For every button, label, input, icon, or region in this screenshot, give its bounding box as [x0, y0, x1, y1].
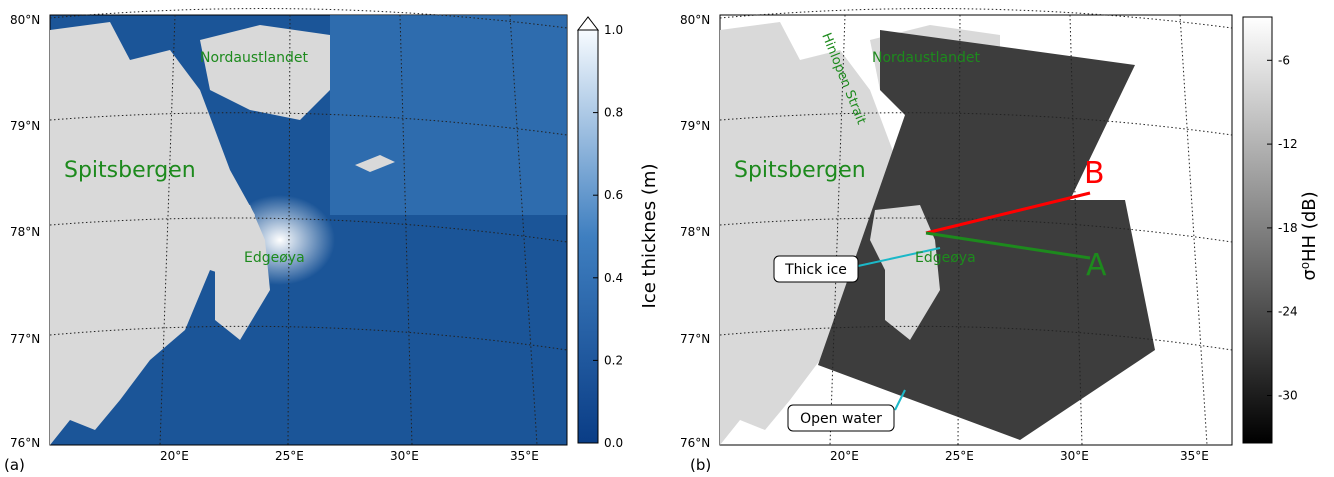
lat-label: 77°N	[10, 332, 40, 346]
land	[200, 205, 270, 340]
colorbar-tick-label: 0.0	[604, 436, 623, 450]
land	[355, 155, 395, 172]
annotation: Open water	[800, 411, 882, 427]
colorbar-tick-label: -18	[1278, 221, 1298, 235]
callout-box	[787, 404, 895, 432]
lon-label: 35°E	[1180, 449, 1209, 463]
colorbar-tick-label: -6	[1278, 53, 1290, 67]
annotation: A	[1086, 248, 1107, 283]
panel-a: 80°N 79°N 78°N 77°N 76°N 20°E 25°E 30°E …	[4, 8, 660, 474]
callout-box	[773, 255, 859, 283]
lat-label: 79°N	[10, 119, 40, 133]
colorbar-tick-label: 1.0	[604, 23, 623, 37]
lon-label: 25°E	[945, 449, 974, 463]
arrow	[894, 389, 906, 411]
lat-label: 76°N	[10, 436, 40, 450]
panel-label: (b)	[690, 456, 711, 473]
lon-label: 25°E	[275, 449, 304, 463]
land	[200, 25, 330, 120]
lat-label: 79°N	[680, 119, 710, 133]
colorbar-tick-label: 0.4	[604, 271, 623, 285]
transect-b	[925, 191, 1091, 235]
transect-a	[925, 231, 1091, 260]
sar-image	[818, 30, 1155, 440]
place-label: Spitsbergen	[734, 158, 866, 183]
place-label: Edgeøya	[915, 250, 976, 266]
land	[870, 205, 940, 340]
lat-label: 80°N	[680, 13, 710, 27]
colorbar-tick-label: -12	[1278, 137, 1298, 151]
colorbar-tick-label: -24	[1278, 305, 1298, 319]
colorbar-tick-label: 0.2	[604, 353, 623, 367]
lat-label: 78°N	[10, 225, 40, 239]
place-label: Edgeøya	[244, 250, 305, 266]
land	[720, 22, 925, 445]
place-label: Nordaustlandet	[872, 50, 981, 66]
colorbar-title: Ice thicknes (m)	[639, 164, 660, 309]
lon-label: 30°E	[1060, 449, 1089, 463]
place-label: Nordaustlandet	[200, 50, 309, 66]
land	[50, 22, 255, 445]
lat-label: 78°N	[680, 225, 710, 239]
lat-label: 76°N	[680, 436, 710, 450]
colorbar-tick-label: -30	[1278, 389, 1298, 403]
colorbar-tick-label: 0.8	[604, 106, 623, 120]
panel-b: 80°N 79°N 78°N 77°N 76°N 20°E 25°E 30°E …	[680, 8, 1320, 474]
annotation: B	[1084, 156, 1105, 191]
lon-label: 20°E	[830, 449, 859, 463]
place-label: Spitsbergen	[64, 158, 196, 183]
colorbar	[577, 29, 599, 444]
ice-field	[330, 15, 567, 215]
lat-label: 77°N	[680, 332, 710, 346]
annotation: Thick ice	[784, 262, 847, 278]
colorbar-title: σ⁰HH (dB)	[1299, 191, 1320, 280]
lon-label: 20°E	[160, 449, 189, 463]
lon-label: 35°E	[510, 449, 539, 463]
panel-label: (a)	[4, 456, 25, 473]
lat-label: 80°N	[10, 13, 40, 27]
lon-label: 30°E	[390, 449, 419, 463]
arrow	[857, 247, 941, 267]
colorbar	[1242, 16, 1273, 444]
colorbar-extension	[576, 16, 600, 31]
colorbar-tick-label: 0.6	[604, 188, 623, 202]
